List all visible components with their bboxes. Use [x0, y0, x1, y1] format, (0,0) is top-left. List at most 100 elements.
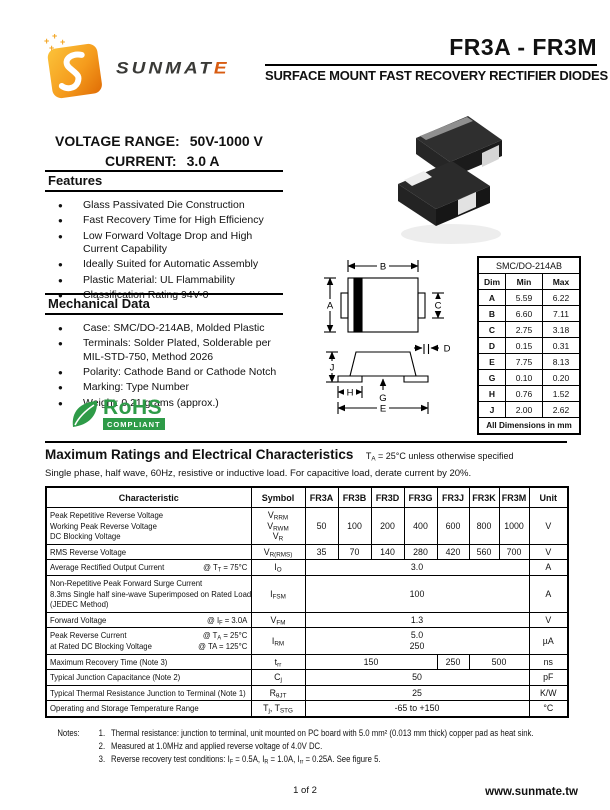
dim-label-G: G: [379, 393, 386, 404]
col-header: FR3G: [403, 486, 438, 508]
symbol-cell: Cj: [250, 669, 306, 686]
ratings-subtitle: Single phase, half wave, 60Hz, resistive…: [45, 468, 472, 479]
dim-label-D: D: [444, 344, 451, 355]
unit-cell: A: [528, 559, 569, 576]
value-cell: 400: [403, 507, 438, 545]
rohs-logo: RoHS COMPLIANT: [70, 396, 165, 432]
dim-label-C: C: [435, 301, 442, 312]
unit-cell: V: [528, 611, 569, 629]
note-line: 3. Reverse recovery test conditions: IF …: [98, 753, 381, 766]
feature-item: Classification Rating 94V-0: [45, 289, 283, 302]
feature-item: Glass Passivated Die Construction: [45, 199, 283, 212]
ratings-row: Typical Thermal Resistance Junction to T…: [45, 684, 569, 702]
title-divider: [265, 64, 597, 66]
value-cell: 25: [304, 684, 530, 702]
col-header: FR3B: [337, 486, 372, 508]
symbol-cell: VR(RMS): [250, 543, 306, 561]
ratings-row: Operating and Storage Temperature Range …: [45, 700, 569, 718]
sunmate-logo-icon: + +++: [44, 34, 102, 99]
feature-item: Fast Recovery Time for High Efficiency: [45, 214, 283, 227]
ratings-heading: Maximum Ratings and Electrical Character…: [45, 447, 354, 462]
svg-text:+: +: [49, 43, 54, 53]
value-cell: 50: [304, 507, 339, 545]
value-cell: 200: [370, 507, 405, 545]
mechanical-heading: Mechanical Data: [45, 293, 283, 315]
dim-col-header: Dim: [477, 273, 506, 290]
symbol-cell: VFM: [250, 611, 306, 629]
mechanical-list: Case: SMC/DO-214AB, Molded Plastic Termi…: [45, 322, 283, 410]
value-cell: 560: [468, 543, 500, 561]
value-cell: 700: [498, 543, 530, 561]
dim-row: J 2.00 2.62: [477, 401, 581, 418]
value-cell: 1.3: [304, 611, 530, 629]
features-section: Features Glass Passivated Die Constructi…: [45, 170, 283, 305]
dim-row: D 0.15 0.31: [477, 337, 581, 354]
symbol-cell: IO: [250, 559, 306, 576]
symbol-cell: IFSM: [250, 574, 306, 613]
brand-logo: + + + + SUNMATE: [42, 34, 230, 104]
dim-row: C 2.75 3.18: [477, 321, 581, 338]
voltage-range-line: VOLTAGE RANGE: 50V-1000 V: [55, 133, 263, 149]
rohs-name: RoHS: [103, 396, 163, 419]
dim-label-E: E: [380, 404, 386, 415]
value-cell: 800: [468, 507, 500, 545]
value-cell: 100: [337, 507, 372, 545]
value-cell: 500: [468, 653, 530, 671]
mechanical-item: Marking: Type Number: [45, 381, 283, 394]
value-cell: 70: [337, 543, 372, 561]
symbol-cell: RθJT: [250, 684, 306, 702]
col-header: Unit: [528, 486, 569, 508]
note-line: Notes: 1. Thermal resistance: junction t…: [45, 727, 567, 740]
current-line: CURRENT: 3.0 A: [105, 153, 220, 169]
unit-cell: A: [528, 574, 569, 613]
dim-row: G 0.10 0.20: [477, 369, 581, 386]
features-list: Glass Passivated Die Construction Fast R…: [45, 199, 283, 303]
mechanical-item: Terminals: Solder Plated, Solderable per…: [45, 337, 283, 363]
svg-text:+: +: [60, 37, 65, 47]
value-cell: 420: [436, 543, 470, 561]
value-cell: 280: [403, 543, 438, 561]
value-cell: 100: [304, 574, 530, 613]
leaf-icon: [72, 401, 98, 427]
feature-item: Low Forward Voltage Drop and High Curren…: [45, 230, 283, 256]
website-link[interactable]: www.sunmate.tw: [485, 786, 578, 798]
brand-name: SUNMATE: [116, 59, 230, 78]
dim-row: E 7.75 8.13: [477, 353, 581, 370]
note-line: 2. Measured at 1.0MHz and applied revers…: [98, 740, 323, 751]
ratings-row: Peak Reverse Current @ TA = 25°C at Rated…: [45, 627, 569, 655]
value-cell: 1000: [498, 507, 530, 545]
notes-label: Notes:: [57, 727, 80, 738]
features-heading: Features: [45, 170, 283, 192]
value-cell: 600: [436, 507, 470, 545]
unit-cell: ns: [528, 653, 569, 671]
ratings-header-row: Characteristic Symbol FR3A FR3B FR3D FR3…: [45, 486, 569, 508]
package-outline-drawing: B A C D J H G E: [308, 252, 476, 427]
dim-label-A: A: [327, 301, 334, 312]
notes-block: Notes: 1. Thermal resistance: junction t…: [45, 727, 567, 766]
ratings-row: RMS Reverse Voltage VR(RMS) 35 70 140 28…: [45, 543, 569, 561]
svg-text:+: +: [52, 34, 57, 41]
symbol-cell: trr: [250, 653, 306, 671]
dim-col-header: Min: [505, 273, 543, 290]
unit-cell: pF: [528, 669, 569, 686]
page-title: FR3A - FR3M: [449, 34, 597, 60]
col-header: FR3D: [370, 486, 405, 508]
dim-row: A 5.59 6.22: [477, 289, 581, 306]
unit-cell: V: [528, 543, 569, 561]
ratings-table: Characteristic Symbol FR3A FR3B FR3D FR3…: [45, 486, 569, 718]
symbol-cell: Tj, TSTG: [250, 700, 306, 718]
value-cell: 250: [436, 653, 470, 671]
feature-item: Ideally Suited for Automatic Assembly: [45, 258, 283, 271]
value-cell: 50: [304, 669, 530, 686]
col-header: FR3K: [468, 486, 500, 508]
feature-item: Plastic Material: UL Flammability: [45, 274, 283, 287]
unit-cell: µA: [528, 627, 569, 655]
dim-table-title: SMC/DO-214AB: [477, 256, 581, 274]
dim-row: B 6.60 7.11: [477, 305, 581, 322]
ratings-row: Non-Repetitive Peak Forward Surge Curren…: [45, 574, 569, 613]
col-header: Symbol: [250, 486, 306, 508]
ratings-row: Peak Repetitive Reverse Voltage Working …: [45, 507, 569, 545]
ratings-row: Average Rectified Output Current @ TT = 7…: [45, 559, 569, 576]
symbol-cell: VRRM VRWM VR: [250, 507, 306, 545]
